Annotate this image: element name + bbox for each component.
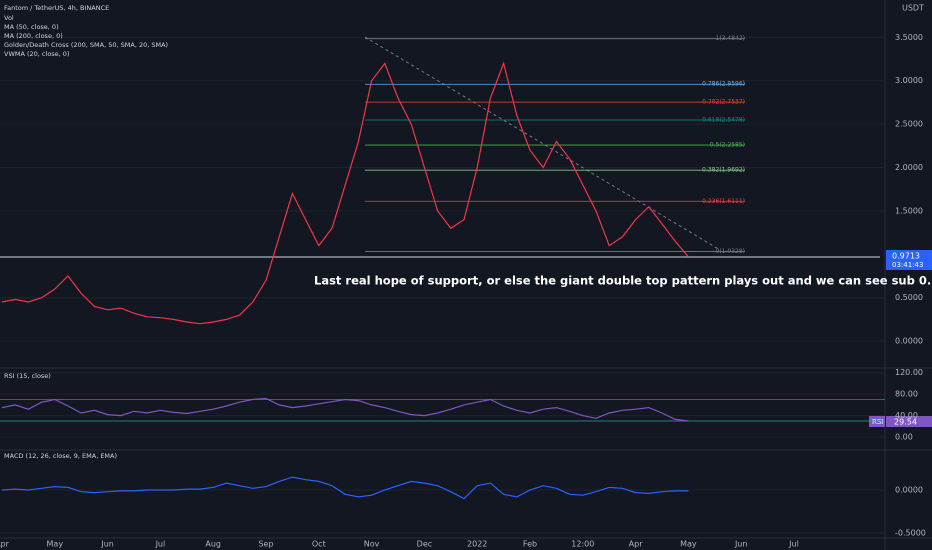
pane-title: MACD (12, 26, close, 9, EMA, EMA) [4, 452, 117, 460]
fib-label: 0.5(2.2585) [710, 142, 745, 149]
fib-label: 0(1.0328) [716, 248, 746, 255]
y-tick-label: 2.0000 [895, 163, 923, 172]
indicator-legend: VWMA (20, close, 0) [4, 50, 69, 58]
x-tick-label: 2022 [467, 540, 487, 549]
y-tick-label: 0.0000 [895, 486, 923, 495]
indicator-legend: Vol [4, 14, 14, 22]
x-tick-label: Aug [205, 540, 221, 549]
x-tick-label: Apr [629, 540, 644, 549]
last-price: 0.9713 [892, 252, 920, 261]
fib-label: 0.382(1.9692) [702, 167, 745, 174]
price-line [1, 476, 689, 500]
x-tick-label: May [680, 540, 697, 549]
x-tick-label: May [47, 540, 64, 549]
x-tick-label: Feb [523, 540, 537, 549]
rsi-tag-label: RSI [872, 418, 883, 426]
y-tick-label: 120.00 [895, 368, 923, 377]
y-tick-label: 0.0000 [895, 337, 923, 346]
x-tick-label: Jul [155, 540, 166, 549]
rsi-tag [869, 416, 885, 427]
y-tick-label: -0.5000 [895, 529, 926, 538]
y-tick-label: 2.5000 [895, 120, 923, 129]
x-tick-label: Apr [0, 540, 10, 549]
pane-title: RSI (15, close) [4, 372, 51, 380]
fib-label: 0.236(1.6111) [702, 198, 745, 205]
x-tick-label: Sep [258, 540, 273, 549]
price-line [1, 397, 689, 422]
fib-label: 1(3.4842) [716, 35, 746, 42]
indicator-legend: Golden/Death Cross (200, SMA, 50, SMA, 2… [4, 41, 168, 49]
x-tick-label: Nov [364, 540, 380, 549]
currency-label: USDT [902, 4, 924, 13]
fib-label: 0.786(2.9596) [702, 81, 745, 88]
trend-line [364, 36, 721, 251]
x-tick-label: Jun [734, 540, 748, 549]
x-tick-label: Jul [788, 540, 799, 549]
indicator-legend: MA (200, close, 0) [4, 32, 63, 40]
y-tick-label: 3.0000 [895, 76, 923, 85]
y-tick-label: 40.00 [895, 411, 918, 420]
y-tick-label: 0.00 [895, 433, 913, 442]
x-tick-label: 12:00 [571, 540, 594, 549]
fib-label: 0.618(2.5478) [702, 116, 745, 123]
last-price-tag [886, 250, 932, 270]
x-tick-label: Dec [417, 540, 432, 549]
symbol-title: Fantom / TetherUS, 4h, BINANCE [4, 4, 109, 12]
y-tick-label: 80.00 [895, 390, 918, 399]
indicator-legend: MA (50, close, 0) [4, 23, 59, 31]
y-tick-label: 1.5000 [895, 206, 923, 215]
rsi-last-tag [886, 416, 932, 427]
annotation: Last real hope of support, or else the g… [314, 274, 932, 288]
y-tick-label: 0.5000 [895, 293, 923, 302]
x-tick-label: Oct [312, 540, 326, 549]
price-line [1, 61, 689, 325]
countdown: 03:41:43 [892, 261, 923, 269]
y-tick-label: 3.5000 [895, 33, 923, 42]
rsi-last: 29.54 [894, 418, 917, 427]
x-tick-label: Jun [100, 540, 114, 549]
fib-label: 0.702(2.7537) [702, 99, 745, 106]
